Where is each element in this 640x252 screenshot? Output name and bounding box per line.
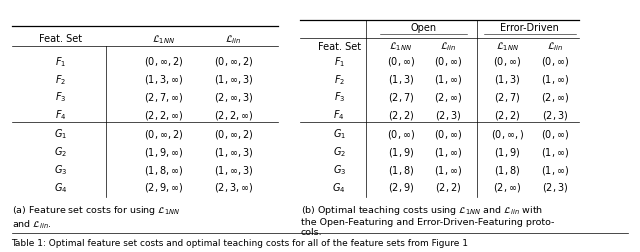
Text: $\mathcal{L}_{1NN}$: $\mathcal{L}_{1NN}$ <box>496 40 519 53</box>
Text: $(2,2)$: $(2,2)$ <box>388 108 413 121</box>
Text: $G_4$: $G_4$ <box>54 180 68 194</box>
Text: $(1,3)$: $(1,3)$ <box>495 73 520 86</box>
Text: $(0,\infty)$: $(0,\infty)$ <box>493 55 522 68</box>
Text: $(1,\infty)$: $(1,\infty)$ <box>541 145 570 158</box>
Text: $(2,2)$: $(2,2)$ <box>435 180 461 194</box>
Text: $(1,3,\infty)$: $(1,3,\infty)$ <box>143 73 183 86</box>
Text: $(1,\infty)$: $(1,\infty)$ <box>434 145 462 158</box>
Text: $F_3$: $F_3$ <box>55 90 67 104</box>
Text: $G_1$: $G_1$ <box>333 127 346 141</box>
Text: (b) Optimal teaching costs using $\mathcal{L}_{1NN}$ and $\mathcal{L}_{lin}$ wit: (b) Optimal teaching costs using $\mathc… <box>301 203 554 237</box>
Text: Table 1: Optimal feature set costs and optimal teaching costs for all of the fea: Table 1: Optimal feature set costs and o… <box>12 238 468 247</box>
Text: $(1,8,\infty)$: $(1,8,\infty)$ <box>143 163 183 176</box>
Text: $(2,3,\infty)$: $(2,3,\infty)$ <box>214 180 253 194</box>
Text: $F_1$: $F_1$ <box>55 55 67 69</box>
Text: $(2,2)$: $(2,2)$ <box>495 108 520 121</box>
Text: $\mathcal{L}_{lin}$: $\mathcal{L}_{lin}$ <box>440 40 456 53</box>
Text: $(0,\infty)$: $(0,\infty)$ <box>387 128 415 141</box>
Text: $(2,9)$: $(2,9)$ <box>388 180 413 194</box>
Text: $(2,\infty)$: $(2,\infty)$ <box>434 90 462 104</box>
Text: $(0,\infty)$: $(0,\infty)$ <box>387 55 415 68</box>
Text: $(2,\infty)$: $(2,\infty)$ <box>541 90 570 104</box>
Text: $(2,3)$: $(2,3)$ <box>435 108 461 121</box>
Text: $G_3$: $G_3$ <box>333 163 346 176</box>
Text: $(2,7,\infty)$: $(2,7,\infty)$ <box>143 90 183 104</box>
Text: Feat. Set: Feat. Set <box>317 42 361 52</box>
Text: $(2,3)$: $(2,3)$ <box>543 180 568 194</box>
Text: $(1,\infty)$: $(1,\infty)$ <box>434 73 462 86</box>
Text: $(1,9)$: $(1,9)$ <box>495 145 520 158</box>
Text: $F_4$: $F_4$ <box>55 108 67 121</box>
Text: $G_3$: $G_3$ <box>54 163 67 176</box>
Text: $(1,8)$: $(1,8)$ <box>495 163 520 176</box>
Text: $(0,\infty,2)$: $(0,\infty,2)$ <box>143 128 183 141</box>
Text: $(1,\infty)$: $(1,\infty)$ <box>541 163 570 176</box>
Text: $F_2$: $F_2$ <box>55 73 67 86</box>
Text: $F_4$: $F_4$ <box>333 108 345 121</box>
Text: $(1,9,\infty)$: $(1,9,\infty)$ <box>143 145 183 158</box>
Text: Open: Open <box>411 23 436 33</box>
Text: $(1,3)$: $(1,3)$ <box>388 73 413 86</box>
Text: $G_1$: $G_1$ <box>54 127 67 141</box>
Text: $G_4$: $G_4$ <box>332 180 346 194</box>
Text: $\mathcal{L}_{1NN}$: $\mathcal{L}_{1NN}$ <box>152 33 175 45</box>
Text: $(0,\infty,2)$: $(0,\infty,2)$ <box>214 55 253 68</box>
Text: $(1,8)$: $(1,8)$ <box>388 163 413 176</box>
Text: $(0,\infty,2)$: $(0,\infty,2)$ <box>143 55 183 68</box>
Text: Feat. Set: Feat. Set <box>39 34 83 44</box>
Text: $(1,\infty,3)$: $(1,\infty,3)$ <box>214 163 253 176</box>
Text: $(2,2,\infty)$: $(2,2,\infty)$ <box>214 108 253 121</box>
Text: $\mathcal{L}_{lin}$: $\mathcal{L}_{lin}$ <box>547 40 564 53</box>
Text: $(0,\infty)$: $(0,\infty)$ <box>434 55 462 68</box>
Text: $(0,\infty,)$: $(0,\infty,)$ <box>491 128 524 141</box>
Text: $(2,7)$: $(2,7)$ <box>495 90 520 104</box>
Text: $(1,\infty)$: $(1,\infty)$ <box>434 163 462 176</box>
Text: $(2,3)$: $(2,3)$ <box>543 108 568 121</box>
Text: $(2,2,\infty)$: $(2,2,\infty)$ <box>143 108 183 121</box>
Text: $F_2$: $F_2$ <box>333 73 345 86</box>
Text: $F_3$: $F_3$ <box>333 90 345 104</box>
Text: $G_2$: $G_2$ <box>333 145 346 159</box>
Text: $(2,9,\infty)$: $(2,9,\infty)$ <box>143 180 183 194</box>
Text: $(1,9)$: $(1,9)$ <box>388 145 413 158</box>
Text: $\mathcal{L}_{1NN}$: $\mathcal{L}_{1NN}$ <box>389 40 412 53</box>
Text: $(0,\infty)$: $(0,\infty)$ <box>541 128 570 141</box>
Text: $(2,\infty)$: $(2,\infty)$ <box>493 180 522 194</box>
Text: $(2,\infty,3)$: $(2,\infty,3)$ <box>214 90 253 104</box>
Text: Error-Driven: Error-Driven <box>500 23 559 33</box>
Text: $F_1$: $F_1$ <box>333 55 345 69</box>
Text: $(0,\infty)$: $(0,\infty)$ <box>434 128 462 141</box>
Text: $\mathcal{L}_{lin}$: $\mathcal{L}_{lin}$ <box>225 33 242 45</box>
Text: (a) Feature set costs for using $\mathcal{L}_{1NN}$
and $\mathcal{L}_{lin}$.: (a) Feature set costs for using $\mathca… <box>12 203 180 230</box>
Text: $(1,\infty)$: $(1,\infty)$ <box>541 73 570 86</box>
Text: $(0,\infty,2)$: $(0,\infty,2)$ <box>214 128 253 141</box>
Text: $(1,\infty,3)$: $(1,\infty,3)$ <box>214 145 253 158</box>
Text: $(2,7)$: $(2,7)$ <box>388 90 413 104</box>
Text: $(1,\infty,3)$: $(1,\infty,3)$ <box>214 73 253 86</box>
Text: $G_2$: $G_2$ <box>54 145 67 159</box>
Text: $(0,\infty)$: $(0,\infty)$ <box>541 55 570 68</box>
